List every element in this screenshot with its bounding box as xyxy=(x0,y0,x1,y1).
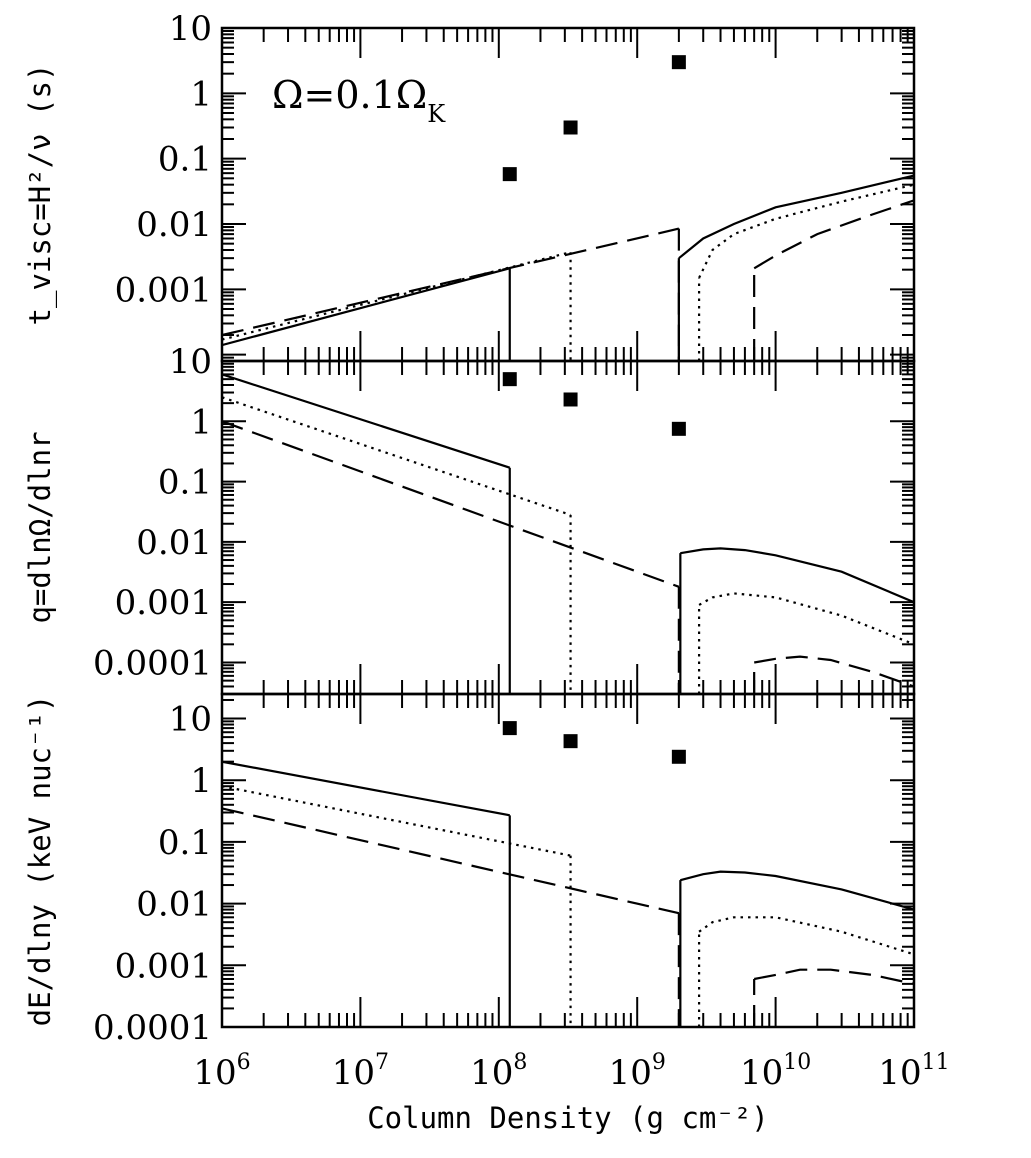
series-dotted-line xyxy=(698,916,914,956)
data-point-marker xyxy=(671,421,686,436)
y-tick-label: 0.01 xyxy=(136,523,212,563)
panel-3: 10 1 0.1 0.01 0.001 0.0001 dE/dlny (keV nuc⁻¹)… xyxy=(23,692,950,1135)
annotation-omega: Ω=0.1ΩK xyxy=(272,73,446,128)
data-point-marker xyxy=(671,55,686,70)
x-tick-label: 1011 xyxy=(878,1050,949,1093)
data-point-marker xyxy=(563,392,578,407)
series-dotted-line xyxy=(698,592,914,646)
y-tick-label: 1 xyxy=(190,761,212,801)
y-tick-label: 0.1 xyxy=(158,140,212,180)
y-tick-label: 0.1 xyxy=(158,463,212,503)
series-solid-line xyxy=(222,760,511,817)
panel-frame xyxy=(220,359,916,696)
x-tick-label: 109 xyxy=(609,1050,666,1093)
series-dotted-line xyxy=(698,183,914,279)
series-dotted-line xyxy=(222,396,571,516)
x-tick-label: 106 xyxy=(193,1050,250,1093)
curves xyxy=(222,760,914,1027)
series-dashed-line xyxy=(222,807,680,915)
data-point-marker xyxy=(502,167,517,182)
y-tick-label: 0.0001 xyxy=(93,643,212,683)
series-solid-line xyxy=(680,547,914,604)
x-axis-title: Column Density (g cm⁻²) xyxy=(367,1101,769,1135)
y-axis-title: q=dlnΩ/dlnr xyxy=(23,431,57,623)
y-tick-label: 0.01 xyxy=(136,885,212,925)
series-dashed-line xyxy=(222,420,680,588)
series-dashed-line xyxy=(753,199,914,270)
data-point-marker xyxy=(671,749,686,764)
series-dashed-line xyxy=(753,968,914,985)
data-point-marker xyxy=(502,721,517,736)
x-tick-label: 107 xyxy=(332,1050,389,1093)
panel-2: 10 1 0.1 0.01 0.001 0.0001 q=dlnΩ/dlnr xyxy=(23,342,916,696)
data-point-marker xyxy=(563,120,578,135)
series-solid-line xyxy=(222,373,511,469)
y-tick-label: 10 xyxy=(169,700,212,740)
y-tick-label: 0.1 xyxy=(158,823,212,863)
series-solid-line xyxy=(222,267,511,347)
y-tick-label: 10 xyxy=(169,342,212,382)
y-tick-label: 0.001 xyxy=(115,270,212,310)
y-axis-title: dE/dlny (keV nuc⁻¹) xyxy=(23,695,57,1027)
curves xyxy=(222,373,914,694)
data-point-marker xyxy=(502,372,517,387)
series-solid-line xyxy=(680,870,914,911)
y-tick-label: 1 xyxy=(190,74,212,114)
y-tick-label: 10 xyxy=(169,9,212,49)
x-tick-label: 1010 xyxy=(740,1050,811,1093)
y-tick-label: 0.001 xyxy=(115,583,212,623)
panel-1: 10 1 0.1 0.01 0.001 t_visc=H²/ν (s) Ω=0.1ΩK xyxy=(23,9,916,363)
y-tick-label: 0.0001 xyxy=(93,1008,212,1048)
series-dashed-line xyxy=(754,655,914,688)
series-dashed-line xyxy=(222,227,680,337)
y-tick-label: 0.001 xyxy=(115,946,212,986)
data-point-marker xyxy=(563,734,578,749)
curves xyxy=(222,174,914,361)
y-axis-title: t_visc=H²/ν (s) xyxy=(23,64,58,326)
series-solid-line xyxy=(678,174,914,260)
y-tick-label: 0.01 xyxy=(136,205,212,245)
x-tick-label: 108 xyxy=(470,1050,527,1093)
y-tick-label: 1 xyxy=(190,402,212,442)
